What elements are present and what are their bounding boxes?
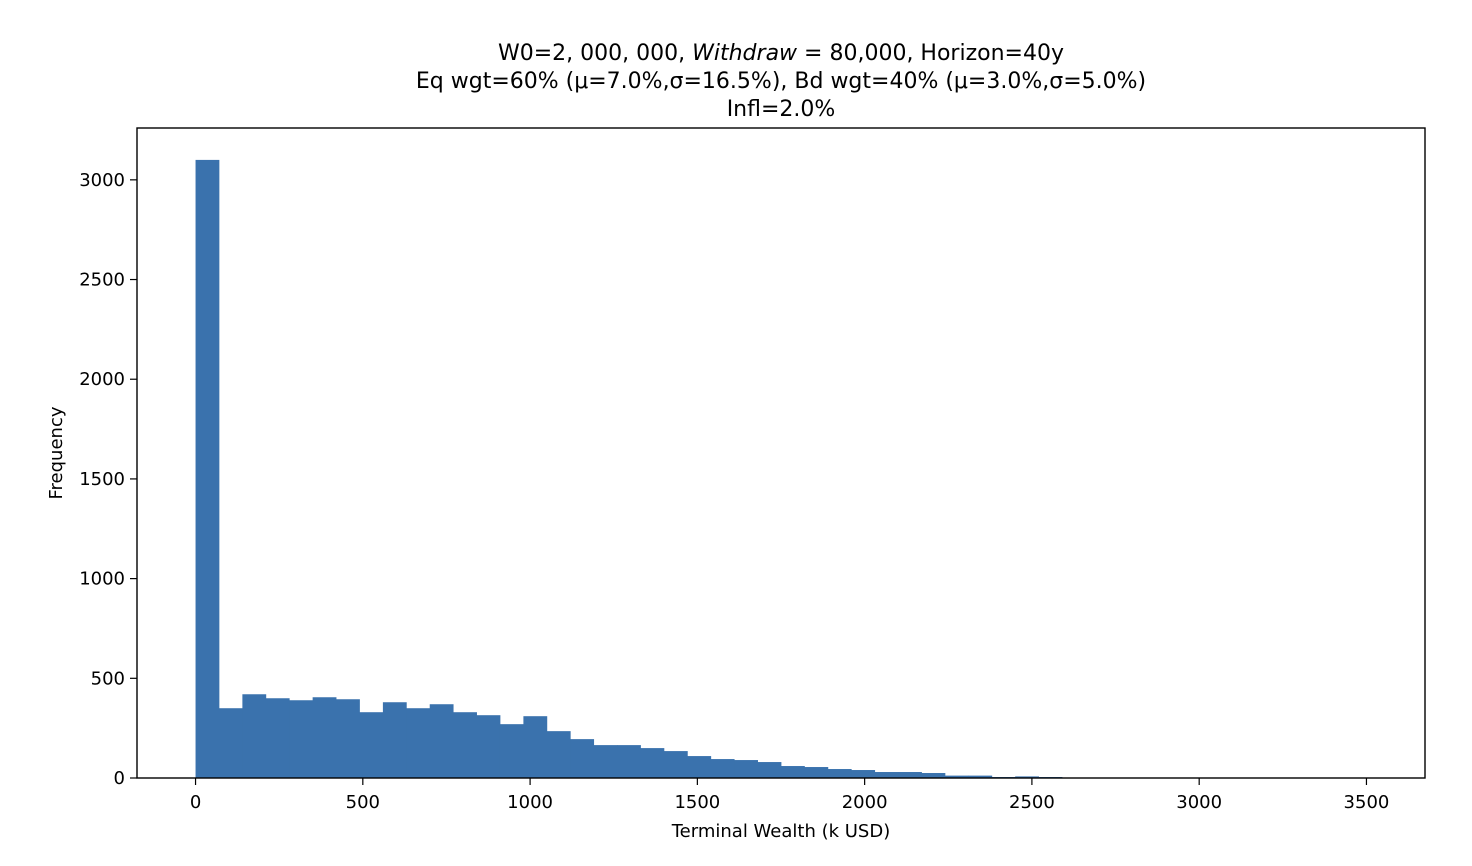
histogram-bar <box>477 715 501 778</box>
y-tick-label: 1500 <box>79 469 125 490</box>
histogram-bar <box>898 772 922 778</box>
histogram-bar <box>828 769 852 778</box>
histogram-bar <box>453 712 477 778</box>
histogram-bar <box>383 702 407 778</box>
histogram-bar <box>266 698 290 778</box>
histogram-bar <box>875 772 899 778</box>
histogram-bar <box>219 708 243 778</box>
histogram-bar <box>594 745 618 778</box>
histogram-bar <box>687 756 711 778</box>
histogram-bar <box>664 751 688 778</box>
x-tick-label: 1500 <box>674 792 720 813</box>
histogram-bar <box>781 766 805 778</box>
histogram-bar <box>500 724 524 778</box>
histogram-bar <box>406 708 430 778</box>
histogram-bar <box>804 767 828 778</box>
histogram-bar <box>313 697 337 778</box>
title-line-3: Infl=2.0% <box>727 97 836 122</box>
x-tick-label: 500 <box>346 792 380 813</box>
histogram-bar <box>617 745 641 778</box>
x-axis-label: Terminal Wealth (k USD) <box>671 821 890 842</box>
x-tick-label: 2500 <box>1009 792 1055 813</box>
x-axis: 0 500 1000 1500 2000 2500 3000 3500 <box>190 778 1390 813</box>
histogram-bar <box>196 160 220 778</box>
x-tick-label: 1000 <box>507 792 553 813</box>
histogram-bar <box>289 700 313 778</box>
y-tick-label: 2500 <box>79 270 125 291</box>
histogram-bar <box>711 759 735 778</box>
histogram-bars <box>196 160 1157 778</box>
histogram-bar <box>336 699 360 778</box>
y-tick-label: 3000 <box>79 170 125 191</box>
histogram-bar <box>851 770 875 778</box>
title-line-1: W0=2, 000, 000, Withdraw = 80,000, Horiz… <box>498 41 1064 66</box>
histogram-bar <box>734 760 758 778</box>
histogram-bar <box>430 704 454 778</box>
y-axis-label: Frequency <box>46 406 67 499</box>
x-tick-label: 2000 <box>842 792 888 813</box>
histogram-bar <box>547 731 571 778</box>
x-tick-label: 0 <box>190 792 201 813</box>
histogram-bar <box>242 694 266 778</box>
histogram-bar <box>523 716 547 778</box>
histogram-bar <box>640 748 664 778</box>
y-axis: 0 500 1000 1500 2000 2500 3000 <box>79 170 137 789</box>
y-tick-label: 2000 <box>79 369 125 390</box>
y-tick-label: 500 <box>91 668 125 689</box>
title-line-2: Eq wgt=60% (μ=7.0%,σ=16.5%), Bd wgt=40% … <box>416 69 1146 94</box>
histogram-bar <box>570 739 594 778</box>
chart-title: W0=2, 000, 000, Withdraw = 80,000, Horiz… <box>416 41 1146 122</box>
histogram-bar <box>758 762 782 778</box>
y-tick-label: 0 <box>114 768 125 789</box>
y-tick-label: 1000 <box>79 569 125 590</box>
x-tick-label: 3000 <box>1176 792 1222 813</box>
x-tick-label: 3500 <box>1344 792 1390 813</box>
plot-frame <box>137 128 1425 778</box>
histogram-bar <box>359 712 383 778</box>
histogram-bar <box>922 773 946 778</box>
